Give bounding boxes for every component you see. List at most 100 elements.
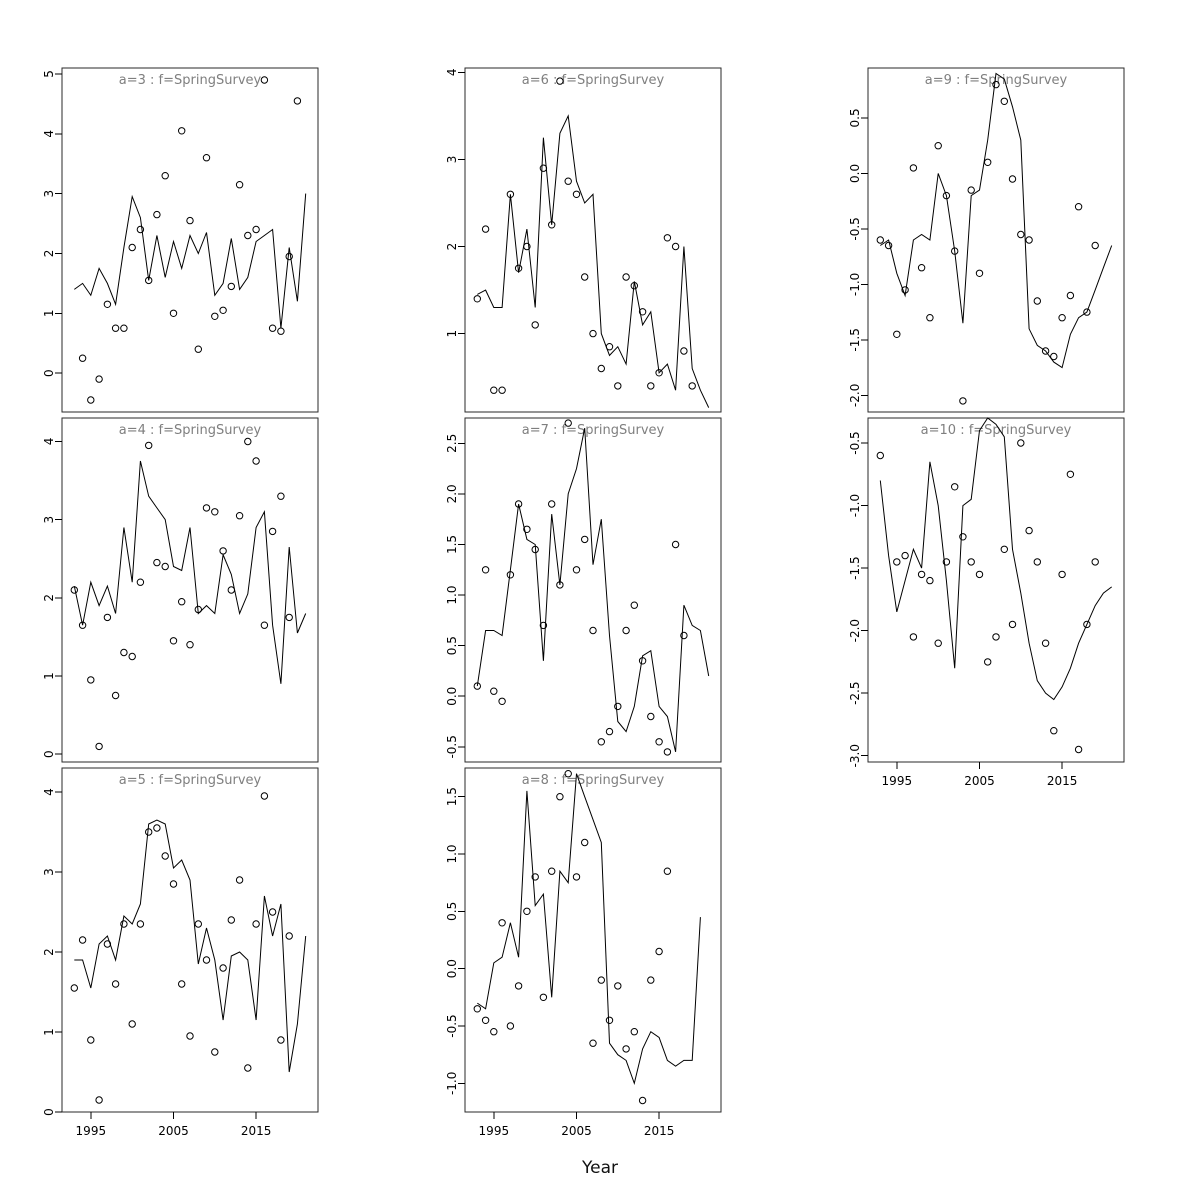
data-point: [655, 738, 663, 746]
data-point: [556, 77, 564, 85]
data-point: [202, 956, 211, 964]
data-point: [95, 375, 103, 383]
x-tick-label: 2005: [964, 774, 995, 788]
data-point: [638, 308, 647, 316]
data-point: [959, 397, 967, 405]
y-tick-label: 1.5: [445, 787, 459, 806]
y-tick-label: 4: [42, 438, 56, 446]
data-point: [490, 1028, 498, 1036]
data-point: [647, 382, 655, 390]
data-point: [663, 867, 672, 875]
data-point: [128, 243, 136, 252]
y-tick-label: -1.0: [848, 273, 862, 296]
y-tick-label: 2: [42, 594, 56, 602]
data-point: [671, 242, 680, 251]
data-point: [277, 327, 285, 335]
data-point: [926, 314, 934, 322]
y-tick-label: -1.5: [848, 556, 862, 579]
data-point: [95, 742, 103, 751]
data-point: [252, 225, 260, 234]
data-point: [178, 598, 186, 606]
data-point: [128, 652, 136, 661]
panel-title: a=4 : f=SpringSurvey: [119, 423, 262, 438]
data-point: [1017, 230, 1025, 239]
data-point: [893, 330, 901, 338]
data-point: [211, 508, 219, 516]
y-tick-label: 2.0: [445, 484, 459, 503]
y-tick-label: 0.5: [445, 636, 459, 655]
panel-border: [867, 417, 1125, 763]
data-point: [514, 500, 523, 508]
data-point: [78, 354, 87, 362]
y-tick-label: 1.0: [445, 586, 459, 605]
series-line-fit: [73, 460, 307, 684]
y-tick-label: 0.5: [848, 108, 862, 127]
panel-title: a=5 : f=SpringSurvey: [119, 773, 262, 788]
data-point: [473, 295, 481, 303]
data-point: [605, 727, 614, 736]
data-point: [128, 1020, 136, 1028]
data-point: [202, 504, 211, 512]
data-point: [161, 852, 169, 860]
data-point: [901, 551, 909, 560]
data-point: [169, 309, 178, 317]
data-point: [1066, 291, 1075, 300]
data-point: [1041, 347, 1050, 355]
data-point: [260, 76, 269, 84]
y-tick-label: -1.5: [848, 328, 862, 351]
data-point: [87, 396, 95, 404]
y-tick-label: 1: [445, 330, 459, 338]
data-point: [1008, 620, 1017, 629]
panel-a7: a=7 : f=SpringSurvey -0.5 0.0 0.5 1.0 1.5 2.0 2…: [445, 417, 722, 763]
y-tick-label: 2: [445, 243, 459, 251]
y-tick-label: 1.0: [445, 844, 459, 863]
y-tick-label: -0.5: [445, 735, 459, 758]
x-tick-label: 1995: [76, 1124, 107, 1138]
data-point: [581, 535, 589, 544]
data-point: [145, 828, 153, 836]
data-point: [581, 273, 589, 281]
data-point: [531, 873, 539, 881]
panel-a4: a=4 : f=SpringSurvey 0 1 2 3 4: [42, 417, 319, 763]
x-tick-label: 2015: [644, 1124, 675, 1138]
data-point: [514, 982, 523, 990]
data-point: [260, 792, 269, 800]
data-point: [638, 657, 647, 665]
data-point: [78, 621, 87, 629]
data-point: [1033, 297, 1042, 305]
data-point: [622, 273, 630, 281]
data-point: [111, 691, 120, 700]
data-point: [909, 633, 918, 641]
data-point: [622, 1045, 630, 1053]
panel-a3: a=3 : f=SpringSurvey 0 1 2 3 4 5: [42, 67, 319, 413]
data-point: [638, 1096, 647, 1105]
y-tick-label: 3: [42, 190, 56, 198]
data-point: [1050, 352, 1058, 361]
data-point: [95, 1096, 103, 1104]
data-point: [490, 687, 498, 695]
data-point: [548, 867, 556, 875]
data-point: [531, 545, 539, 554]
data-point: [244, 437, 252, 446]
data-point: [202, 154, 211, 162]
x-tick-label: 2005: [158, 1124, 189, 1138]
data-point: [688, 382, 696, 390]
data-point: [103, 940, 112, 948]
panel-title: a=6 : f=SpringSurvey: [522, 73, 665, 88]
data-point: [293, 97, 302, 105]
data-point: [680, 347, 688, 355]
y-tick-label: 3: [445, 156, 459, 164]
data-point: [614, 982, 622, 990]
data-point: [120, 324, 128, 332]
y-tick-label: 3: [42, 868, 56, 876]
data-point: [481, 566, 490, 574]
data-point: [227, 916, 236, 924]
panel-border: [61, 67, 319, 413]
x-tick-label: 1995: [479, 1124, 510, 1138]
panel-border: [464, 417, 722, 763]
data-point: [1033, 558, 1042, 566]
data-point: [473, 1005, 481, 1013]
panel-title: a=10 : f=SpringSurvey: [921, 423, 1072, 438]
data-point: [589, 1039, 597, 1047]
